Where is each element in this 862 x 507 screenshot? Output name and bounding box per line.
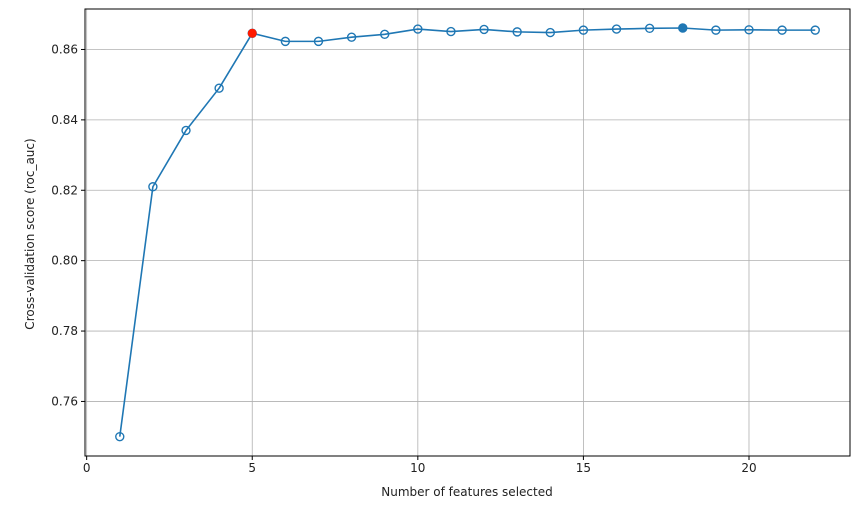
data-point-marker xyxy=(181,125,191,136)
y-tick-label: 0.82 xyxy=(51,183,78,197)
data-point-marker xyxy=(280,36,291,47)
x-tick-label: 10 xyxy=(410,461,425,475)
highlight-marker xyxy=(678,23,688,33)
data-point-marker xyxy=(313,36,324,47)
plot-frame xyxy=(84,8,851,457)
series-layer xyxy=(115,23,820,442)
y-axis-label: Cross-validation score (roc_auc) xyxy=(23,138,37,329)
y-tick-label: 0.76 xyxy=(51,394,78,408)
y-tick-label: 0.84 xyxy=(51,113,78,127)
data-point-marker xyxy=(512,27,522,37)
highlight-marker xyxy=(247,28,257,38)
x-tick-label: 20 xyxy=(741,461,756,475)
y-tick-label: 0.78 xyxy=(51,324,78,338)
data-point-marker xyxy=(644,23,655,34)
data-point-marker xyxy=(446,26,456,37)
x-tick-label: 15 xyxy=(576,461,591,475)
series-line xyxy=(118,27,816,437)
grid-layer xyxy=(85,9,850,456)
data-point-marker xyxy=(148,182,158,192)
data-point-marker xyxy=(611,24,622,34)
x-tick-label: 5 xyxy=(248,461,256,475)
data-point-marker xyxy=(578,25,589,35)
data-point-marker xyxy=(214,83,224,93)
x-tick-label: 0 xyxy=(83,461,91,475)
axes-layer: 0 5 10 15 20 0.76 0.78 0.80 0.82 0.84 0.86 xyxy=(51,8,851,475)
data-point-marker xyxy=(777,25,787,35)
data-point-marker xyxy=(479,24,489,35)
data-point-marker xyxy=(545,27,555,38)
data-point-marker xyxy=(115,431,125,442)
data-point-marker xyxy=(413,24,423,34)
x-axis-label: Number of features selected xyxy=(381,485,552,499)
data-point-marker xyxy=(380,29,390,40)
data-point-marker xyxy=(744,25,754,35)
data-point-marker xyxy=(711,25,721,35)
data-point-marker xyxy=(346,32,357,42)
data-point-marker xyxy=(810,25,820,35)
y-tick-label: 0.86 xyxy=(51,42,78,56)
y-tick-label: 0.80 xyxy=(51,254,78,268)
